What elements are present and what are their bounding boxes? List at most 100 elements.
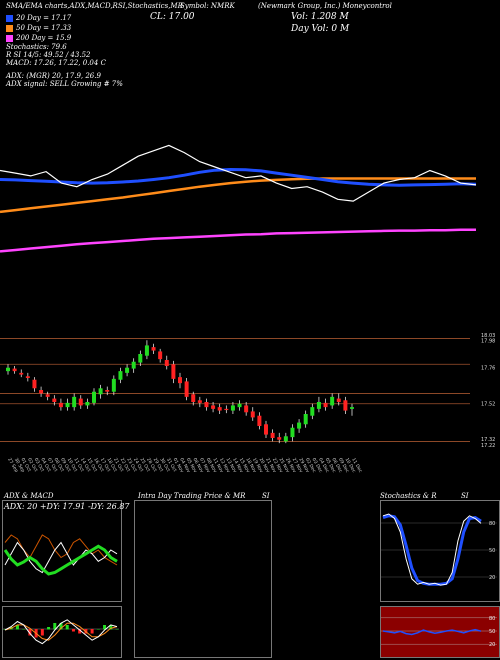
macd-hist-bar — [59, 623, 63, 630]
macd-hist-bar — [65, 625, 69, 630]
candle-body — [277, 437, 282, 440]
candle-body — [12, 368, 17, 372]
macd-hist-bar — [71, 629, 75, 632]
stoch-k-line — [382, 513, 482, 586]
candle-body — [350, 407, 354, 409]
close-price: CL: 17.00 — [150, 12, 195, 22]
stoch-panel-suffix: SI — [461, 492, 469, 500]
candle-body — [290, 427, 295, 438]
candle-body — [197, 400, 202, 403]
macd-hist-bar — [115, 629, 119, 630]
mr-panel-suffix: SI — [262, 492, 270, 500]
candle-body — [257, 415, 262, 426]
legend-item-50: 50 Day = 17.33 — [6, 24, 123, 32]
candle-body — [211, 405, 216, 409]
macd-panel — [2, 606, 122, 658]
day-volume: Day Vol: 0 M — [291, 24, 350, 34]
rsi-tick-label: 80 — [489, 616, 495, 622]
candle-body — [151, 347, 156, 351]
stoch-lines: 80 50 20 — [381, 513, 497, 586]
stat-stochastics: Stochastics: 79.6 — [6, 43, 67, 51]
legend-item-200: 200 Day = 15.9 — [6, 34, 123, 42]
indicators-line: SMA/EMA charts,ADX,MACD,RSI,Stochastics,… — [6, 2, 183, 10]
macd-hist-bar — [22, 629, 26, 630]
company-line: (Newmark Group, Inc.) Moneycontrol — [258, 2, 392, 10]
candle-body — [230, 405, 235, 411]
price-tick-label: 17.76 — [481, 366, 495, 372]
legend: 20 Day = 17.17 50 Day = 17.33 200 Day = … — [6, 14, 123, 88]
candle-body — [316, 402, 321, 409]
candle-body — [303, 414, 308, 425]
macd-line — [4, 619, 118, 645]
adx-lines — [3, 534, 118, 576]
plus-di-line — [4, 541, 118, 574]
macd-hist-bar — [96, 629, 100, 630]
candle-body — [191, 394, 196, 402]
macd-hist-bar — [28, 629, 32, 636]
macd-hist-bar — [3, 629, 7, 630]
rsi-line — [382, 628, 482, 636]
legend-label-200: 200 Day = 15.9 — [16, 34, 72, 42]
stat-macd: MACD: 17.26, 17.22, 0.04 C — [6, 59, 106, 67]
sma-20-line — [0, 167, 477, 187]
sma-50-line — [0, 177, 476, 214]
price-tick-label: 17.52 — [481, 402, 495, 408]
candle-body — [52, 398, 57, 402]
candle-body — [105, 390, 110, 392]
candle-body — [323, 402, 328, 408]
candle-body — [45, 394, 50, 397]
candle-body — [78, 398, 83, 406]
candle-body — [19, 372, 24, 375]
legend-swatch-200 — [6, 34, 13, 42]
sma-200-line — [0, 228, 476, 253]
candle-body — [118, 371, 123, 380]
candle-body — [264, 424, 268, 435]
candle-body — [131, 361, 136, 369]
candle-body — [92, 391, 96, 403]
macd-hist-bar — [47, 627, 51, 630]
candle-body — [32, 379, 37, 389]
candle-body — [184, 381, 189, 397]
legend-item-20: 20 Day = 17.17 — [6, 14, 123, 22]
price-line — [0, 144, 477, 202]
stat-adx: ADX: (MGR) 20, 17.9, 26.9 — [6, 72, 101, 80]
adx-line — [3, 544, 118, 576]
stat-adx-signal: ADX signal: SELL Growing # 7% — [6, 80, 123, 88]
rsi-tick-label: 20 — [489, 642, 495, 648]
candle-body — [58, 402, 63, 408]
candle-body — [171, 364, 176, 379]
macd-hist-bar — [103, 625, 107, 630]
candle-body — [224, 408, 229, 411]
candle-body — [250, 411, 255, 418]
candle-body — [336, 398, 341, 402]
legend-label-50: 50 Day = 17.33 — [16, 24, 72, 32]
candle-body — [217, 407, 222, 411]
candle-body — [310, 407, 315, 416]
candle-body — [144, 345, 149, 356]
macd-hist-bar — [53, 623, 57, 630]
stat-rsi: R SI 14/5: 49.52 / 43.52 — [6, 51, 91, 59]
candle-body — [6, 367, 10, 372]
candle-body — [158, 351, 163, 360]
candle-body — [25, 376, 30, 378]
legend-swatch-50 — [6, 24, 13, 32]
adx-panel-title: ADX & MACD — [4, 492, 54, 500]
legend-swatch-20 — [6, 14, 13, 22]
stoch-tick-label: 50 — [489, 548, 495, 554]
candle-body — [283, 436, 288, 442]
candle-body — [98, 388, 103, 395]
macd-hist-bar — [15, 625, 19, 630]
legend-label-20: 20 Day = 17.17 — [16, 14, 72, 22]
macd-hist-bar — [90, 629, 94, 634]
volume: Vol: 1.208 M — [291, 12, 349, 22]
candle-body — [178, 377, 182, 384]
macd-hist-bar — [109, 625, 113, 630]
candle-body — [85, 402, 90, 406]
candle-body — [39, 390, 44, 394]
candle-body — [65, 402, 70, 408]
candle-body — [297, 422, 302, 429]
sma-chart — [0, 144, 477, 253]
price-tick-label: 17.32 — [481, 437, 495, 443]
price-tick-label: 17.22 — [481, 443, 495, 449]
candle-body — [204, 402, 209, 408]
